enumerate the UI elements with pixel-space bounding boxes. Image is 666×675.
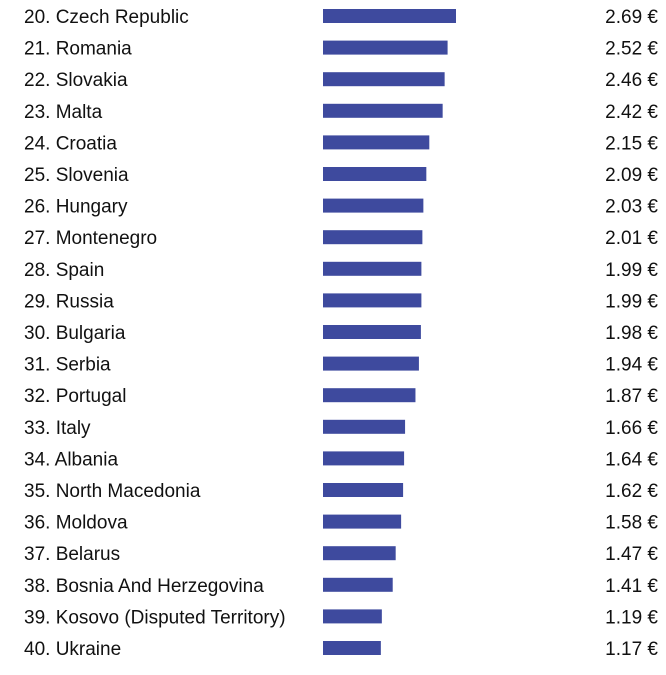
category-label: 25. Slovenia — [24, 165, 129, 186]
bar — [323, 167, 427, 181]
bar — [323, 261, 422, 276]
category-label: 30. Bulgaria — [24, 323, 126, 344]
value-label: 1.62 € — [605, 481, 658, 502]
bar — [323, 514, 402, 529]
chart-row: 24. Croatia 2.15 € — [24, 133, 658, 154]
category-label: 36. Moldova — [24, 513, 128, 534]
bar — [323, 451, 405, 466]
bar — [323, 72, 445, 87]
bar — [323, 356, 419, 371]
category-label: 21. Romania — [24, 39, 132, 60]
value-label: 1.47 € — [605, 544, 658, 565]
value-label: 2.09 € — [605, 165, 658, 186]
category-label: 32. Portugal — [24, 386, 126, 407]
value-label: 1.99 € — [605, 260, 658, 281]
category-label: 33. Italy — [24, 418, 91, 439]
chart-row: 25. Slovenia 2.09 € — [24, 165, 658, 186]
category-label: 35. North Macedonia — [24, 481, 201, 502]
chart-row: 40. Ukraine 1.17 € — [24, 639, 658, 660]
value-label: 2.52 € — [605, 39, 658, 60]
value-label: 1.41 € — [605, 576, 658, 597]
bar — [323, 546, 396, 561]
chart-row: 38. Bosnia And Herzegovina 1.41 € — [24, 576, 658, 597]
chart-row: 20. Czech Republic 2.69 € — [24, 7, 658, 28]
chart-row: 22. Slovakia 2.46 € — [24, 70, 658, 91]
chart-row: 21. Romania 2.52 € — [24, 39, 658, 60]
category-label: 39. Kosovo (Disputed Territory) — [24, 607, 286, 628]
category-label: 27. Montenegro — [24, 228, 157, 249]
chart-row: 23. Malta 2.42 € — [24, 102, 658, 123]
bar — [323, 135, 430, 150]
bar — [323, 198, 424, 213]
value-label: 2.03 € — [605, 197, 658, 218]
category-label: 34. Albania — [24, 449, 118, 470]
value-label: 1.94 € — [605, 355, 658, 376]
value-label: 1.87 € — [605, 386, 658, 407]
bar — [323, 419, 406, 434]
value-label: 2.46 € — [605, 70, 658, 91]
category-label: 31. Serbia — [24, 355, 111, 376]
category-label: 38. Bosnia And Herzegovina — [24, 576, 264, 597]
bar — [323, 103, 443, 118]
category-label: 28. Spain — [24, 260, 104, 281]
value-label: 1.64 € — [605, 449, 658, 470]
category-label: 20. Czech Republic — [24, 7, 189, 28]
bar — [323, 388, 416, 403]
chart-row: 31. Serbia 1.94 € — [24, 355, 658, 376]
bar — [323, 40, 448, 55]
bar — [323, 325, 421, 339]
bar — [323, 641, 381, 655]
chart-row: 28. Spain 1.99 € — [24, 260, 658, 281]
chart-row: 32. Portugal 1.87 € — [24, 386, 658, 407]
chart-row: 35. North Macedonia 1.62 € — [24, 481, 658, 502]
chart-row: 29. Russia 1.99 € — [24, 291, 658, 312]
category-label: 37. Belarus — [24, 544, 120, 565]
chart-row: 30. Bulgaria 1.98 € — [24, 323, 658, 344]
chart-row: 36. Moldova 1.58 € — [24, 513, 658, 534]
chart-row: 26. Hungary 2.03 € — [24, 197, 658, 218]
bar — [323, 577, 393, 592]
bar — [323, 483, 404, 497]
chart-row: 33. Italy 1.66 € — [24, 418, 658, 439]
value-label: 1.17 € — [605, 639, 658, 660]
value-label: 2.42 € — [605, 102, 658, 123]
category-label: 26. Hungary — [24, 197, 128, 218]
value-label: 1.99 € — [605, 291, 658, 312]
category-label: 24. Croatia — [24, 133, 117, 154]
value-label: 2.69 € — [605, 7, 658, 28]
chart-row: 27. Montenegro 2.01 € — [24, 228, 658, 249]
bar — [323, 230, 423, 245]
chart-row: 39. Kosovo (Disputed Territory) 1.19 € — [24, 607, 658, 628]
bar — [323, 293, 422, 308]
bar — [323, 9, 456, 23]
category-label: 22. Slovakia — [24, 70, 128, 91]
category-label: 23. Malta — [24, 102, 103, 123]
value-label: 1.66 € — [605, 418, 658, 439]
value-label: 2.15 € — [605, 133, 658, 154]
value-label: 1.98 € — [605, 323, 658, 344]
value-label: 1.58 € — [605, 513, 658, 534]
category-label: 29. Russia — [24, 291, 114, 312]
value-label: 2.01 € — [605, 228, 658, 249]
value-label: 1.19 € — [605, 607, 658, 628]
bar — [323, 609, 382, 624]
chart-row: 34. Albania 1.64 € — [24, 449, 658, 470]
category-label: 40. Ukraine — [24, 639, 121, 660]
chart-row: 37. Belarus 1.47 € — [24, 544, 658, 565]
